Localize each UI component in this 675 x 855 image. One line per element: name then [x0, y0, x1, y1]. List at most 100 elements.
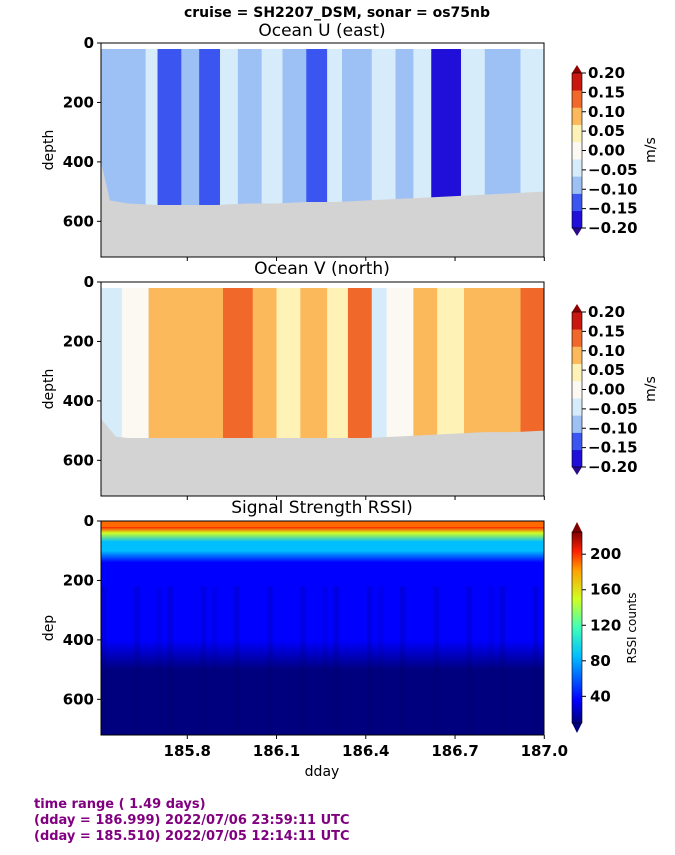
rssi-streak: [267, 586, 273, 735]
colorbar-segment: [572, 210, 582, 229]
rssi-streak: [400, 586, 406, 735]
rssi-streak: [466, 586, 473, 735]
colorbar-tick-label: −0.20: [588, 458, 638, 476]
rssi-streak: [233, 586, 240, 735]
rssi-streak: [211, 586, 218, 735]
heatmap-ocean-u: [101, 43, 544, 257]
colorbar-tick-label: 160: [590, 581, 621, 599]
y-tick-label: 200: [63, 332, 94, 350]
colorbar-segment: [572, 124, 582, 143]
colorbar-segment: [572, 107, 582, 125]
colorbar-tick-label: −0.05: [588, 400, 638, 418]
colorbar-tick-label: 0.20: [588, 303, 625, 321]
rssi-streak: [333, 586, 340, 735]
x-tick-label: 186.4: [342, 742, 389, 760]
surface-gap: [101, 43, 544, 49]
x-tick-label: 187.0: [521, 742, 568, 760]
y-tick-label: 200: [63, 93, 94, 111]
colorbar-ocean-u: 0.200.15 0.100.05 0.00−0.05−0.10 −0.15−0.20: [571, 64, 638, 237]
colorbar-segment: [572, 312, 582, 330]
colorbar-tick-label: 0.15: [588, 83, 625, 101]
footer-start-time: (dday = 185.510) 2022/07/05 12:14:11 UTC: [34, 829, 350, 844]
rssi-streak: [300, 586, 306, 735]
colorbar-tick-label: −0.20: [588, 219, 638, 237]
panel-ocean-u: Ocean U (east) 0 200 400 600 depth 0.200.15…: [41, 21, 659, 261]
colorbar-segment: [572, 159, 582, 177]
y-tick-label: 600: [63, 690, 94, 708]
rssi-streak: [499, 586, 506, 735]
colorbar-tick-label: 0.00: [588, 381, 625, 399]
y-axis-rssi: 0 200 400 600: [63, 512, 101, 708]
colorbar-extend-bottom: [572, 228, 582, 236]
y-axis-ocean-u: 0 200 400 600: [63, 34, 545, 261]
heatmap-rssi: [101, 521, 544, 735]
colorbar-segment: [572, 329, 582, 347]
colorbar-segment: [572, 363, 582, 382]
panel-title-ocean-v: Ocean V (north): [254, 259, 390, 279]
axes-frame-ocean-v: [100, 281, 545, 497]
colorbar-tick-label: −0.10: [588, 419, 638, 437]
panel-title-rssi: Signal Strength RSSI): [231, 498, 413, 518]
seafloor-mask: [101, 418, 544, 496]
colorbar-frame: [571, 531, 583, 724]
axes-frame-ocean-u: [100, 42, 545, 258]
surface-gap: [101, 282, 544, 288]
rssi-streak: [366, 586, 373, 735]
colorbar-segment: [572, 346, 582, 364]
colorbar-tick-label: −0.05: [588, 161, 638, 179]
colorbar-tick-label: 40: [590, 687, 611, 705]
colorbar-label-ocean-v: m/s: [643, 376, 659, 402]
figure-suptitle: cruise = SH2207_DSM, sonar = os75nb: [184, 5, 490, 21]
x-tick-label: 186.7: [431, 742, 478, 760]
y-tick-label: 600: [63, 451, 94, 469]
y-tick-label: 400: [63, 631, 94, 649]
colorbar-extend-top: [572, 65, 582, 73]
colorbar-extend-bottom: [572, 723, 582, 733]
x-axis-label-rssi: dday: [305, 764, 340, 780]
y-axis-ocean-v: 0 200 400 600: [63, 273, 545, 500]
y-axis-label-ocean-u: depth: [41, 130, 57, 171]
colorbar-segment: [572, 398, 582, 416]
velocity-band: [199, 48, 221, 257]
rssi-streak: [532, 586, 539, 735]
colorbar-segment: [572, 90, 582, 108]
rssi-streak: [322, 586, 329, 735]
colorbar-tick-label: 0.20: [588, 64, 625, 82]
rssi-streak: [134, 586, 140, 735]
colorbar-rssi: 200 160 120 80 40: [571, 522, 621, 733]
colorbar-tick-label: 0.10: [588, 342, 625, 360]
y-tick-label: 0: [84, 512, 94, 530]
colorbar-tick-label: 0.00: [588, 142, 625, 160]
colorbar-tick-label: −0.15: [588, 439, 638, 457]
x-tick-label: 185.8: [164, 742, 211, 760]
colorbar-extend-bottom: [572, 467, 582, 475]
colorbar-segment: [572, 380, 582, 399]
footer-end-time: (dday = 186.999) 2022/07/06 23:59:11 UTC: [34, 813, 350, 828]
velocity-band: [181, 48, 200, 257]
colorbar-tick-label: 0.15: [588, 322, 625, 340]
seafloor-mask: [101, 161, 544, 257]
y-tick-label: 0: [84, 34, 94, 52]
y-tick-label: 0: [84, 273, 94, 291]
colorbar-tick-label: 80: [590, 652, 611, 670]
panel-title-ocean-u: Ocean U (east): [258, 21, 385, 41]
colorbar-extend-top: [572, 522, 582, 532]
colorbar-tick-label: −0.15: [588, 200, 638, 218]
rssi-streak: [200, 586, 207, 735]
rssi-streak: [167, 586, 173, 735]
colorbar-ocean-v: 0.200.15 0.100.05 0.00−0.05−0.10 −0.15−0.20: [571, 303, 638, 476]
time-range-footer: time range ( 1.49 days) (dday = 186.999)…: [34, 797, 350, 845]
colorbar-tick-label: 0.05: [588, 361, 625, 379]
colorbar-tick-label: 120: [590, 616, 621, 634]
rssi-field: [101, 521, 544, 735]
colorbar-frame: [571, 311, 583, 468]
colorbar-tick-label: 0.05: [588, 122, 625, 140]
footer-time-range: time range ( 1.49 days): [34, 797, 206, 812]
y-tick-label: 200: [63, 571, 94, 589]
colorbar-frame: [571, 72, 583, 229]
x-axis-rssi: 185.8 186.1 186.4 186.7 187.0: [164, 735, 568, 760]
rssi-streak: [433, 586, 439, 735]
colorbar-segment: [572, 176, 582, 194]
